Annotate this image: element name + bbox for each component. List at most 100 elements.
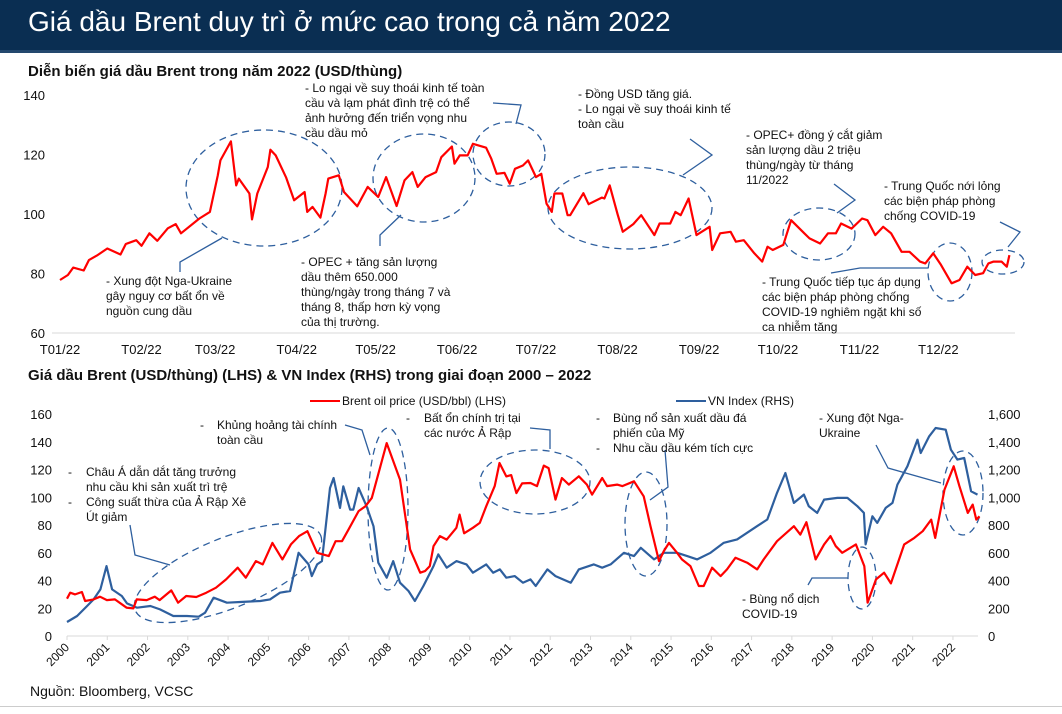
x-tick-label: T09/22 xyxy=(679,342,719,357)
highlight-ellipse xyxy=(133,522,323,624)
annotation-line: Khủng hoảng tài chính xyxy=(217,418,338,432)
vnindex-series-line xyxy=(66,426,979,623)
annotation-line: - Bùng nổ dịch xyxy=(742,592,820,606)
annotation-line: thùng/ngày trong tháng 7 và xyxy=(301,285,451,299)
x-tick-label: T06/22 xyxy=(437,342,477,357)
highlight-ellipse xyxy=(847,546,877,610)
y-right-tick-label: 1,000 xyxy=(988,490,1021,505)
annotation-line: các biện pháp phòng chống xyxy=(762,290,910,304)
x-tick-label: T03/22 xyxy=(195,342,235,357)
highlight-ellipse xyxy=(372,133,476,223)
leader-line xyxy=(807,577,848,586)
legend-label: Brent oil price (USD/bbl) (LHS) xyxy=(342,394,507,408)
y-tick-label: 120 xyxy=(23,148,45,163)
annotation-russia-ukraine: - Xung đột Nga-Ukraine gây nguy cơ bất ổ… xyxy=(106,274,232,319)
highlight-ellipse xyxy=(479,449,591,515)
divider xyxy=(0,706,1062,707)
leader-line xyxy=(833,183,857,214)
legend-item-brent: Brent oil price (USD/bbl) (LHS) xyxy=(310,394,506,408)
y-left-tick-label: 80 xyxy=(38,518,52,533)
annotation-line: ảnh hưởng đến triển vọng nhu xyxy=(305,111,468,125)
annotation-item: Bùng nổ sản xuất dầu đá phiến của Mỹ xyxy=(613,411,746,441)
x-tick-label: 2007 xyxy=(325,640,354,669)
annotation-usd-strength: - Đồng USD tăng giá. - Lo ngại về suy th… xyxy=(578,87,731,132)
leader-line xyxy=(682,138,714,176)
y-tick-label: 60 xyxy=(31,326,45,341)
y-left-tick-label: 160 xyxy=(30,407,52,422)
annotation-china-reopening: - Trung Quốc nới lỏng các biện pháp phòn… xyxy=(884,179,1001,224)
annotation-line: toàn cầu xyxy=(217,433,264,447)
annotation-line: COVID-19 xyxy=(742,607,798,621)
highlight-ellipse xyxy=(782,207,856,261)
y-left-tick-label: 20 xyxy=(38,601,52,616)
bullet-dash: - xyxy=(406,411,410,425)
annotation-item: Khủng hoảng tài chính toàn cầu xyxy=(217,418,337,448)
annotation-line: COVID-19 nghiêm ngặt khi số xyxy=(762,305,922,319)
leader-line xyxy=(379,214,402,246)
x-tick-label: 2009 xyxy=(406,640,435,669)
chart2-title: Giá dầu Brent (USD/thùng) (LHS) & VN Ind… xyxy=(28,367,592,384)
x-tick-label: 2013 xyxy=(567,640,596,669)
brent-series-line xyxy=(66,442,981,610)
y-left-tick-label: 100 xyxy=(30,490,52,505)
chart1-title: Diễn biến giá dầu Brent trong năm 2022 (… xyxy=(28,63,403,80)
highlight-ellipse xyxy=(981,249,1025,275)
annotation-line: - OPEC + tăng sản lượng xyxy=(301,255,438,269)
y-right-tick-label: 600 xyxy=(988,546,1010,561)
annotation-russia-ukraine-2: - Xung đột Nga- Ukraine xyxy=(819,411,904,441)
leader-line xyxy=(344,424,371,456)
annotation-line: - Đồng USD tăng giá. xyxy=(578,87,693,101)
x-tick-label: T01/22 xyxy=(40,342,80,357)
x-tick-label: 2011 xyxy=(487,640,515,668)
source-note: Nguồn: Bloomberg, VCSC xyxy=(30,683,194,699)
page-title: Giá dầu Brent duy trì ở mức cao trong cả… xyxy=(28,6,671,37)
annotation-item: Công suất thừa của Ả Rập Xê Út giảm xyxy=(86,495,246,525)
leader-line xyxy=(830,267,928,274)
annotation-line: các biện pháp phòng xyxy=(884,194,996,208)
x-tick-label: 2012 xyxy=(527,640,556,669)
annotation-line: - Trung Quốc nới lỏng xyxy=(884,179,1001,193)
annotation-line: Công suất thừa của Ả Rập Xê xyxy=(86,495,247,509)
leader-line xyxy=(129,524,171,566)
annotation-line: của thị trường. xyxy=(301,315,380,329)
y-left-tick-label: 60 xyxy=(38,546,52,561)
annotation-covid-outbreak: - Bùng nổ dịch COVID-19 xyxy=(742,592,819,622)
highlight-ellipse xyxy=(942,450,984,536)
bullet-dash: - xyxy=(200,418,204,432)
y-tick-label: 140 xyxy=(23,88,45,103)
annotation-line: - Lo ngại về suy thoái kinh tế xyxy=(578,102,731,116)
x-tick-label: 2022 xyxy=(929,640,958,669)
y-left-tick-label: 140 xyxy=(30,435,52,450)
x-tick-label: 2005 xyxy=(245,640,274,669)
highlight-ellipse xyxy=(367,427,409,591)
x-tick-label: 2008 xyxy=(365,640,394,669)
annotation-china-covid-measures: - Trung Quốc tiếp tục áp dụng các biện p… xyxy=(762,275,921,335)
annotation-line: nhu cầu khi sản xuất trì trệ xyxy=(86,480,228,494)
bullet-dash: - xyxy=(68,495,72,509)
x-tick-label: T04/22 xyxy=(276,342,316,357)
y-right-tick-label: 0 xyxy=(988,629,995,644)
x-tick-label: 2001 xyxy=(84,640,113,669)
y-right-tick-label: 400 xyxy=(988,574,1010,589)
x-tick-label: T05/22 xyxy=(355,342,395,357)
annotation-line: Nhu cầu dầu kém tích cực xyxy=(613,441,754,455)
x-tick-label: 2002 xyxy=(124,640,153,669)
y-left-tick-label: 40 xyxy=(38,574,52,589)
x-tick-label: 2006 xyxy=(285,640,314,669)
y-right-tick-label: 1,200 xyxy=(988,463,1021,478)
annotation-line: tháng 8, thấp hơn kỳ vọng xyxy=(301,300,441,314)
annotation-line: các nước Ả Rập xyxy=(424,426,512,440)
x-tick-label: T02/22 xyxy=(121,342,161,357)
bullet-dash: - xyxy=(596,411,600,425)
highlight-ellipse xyxy=(624,471,668,577)
x-tick-label: 2014 xyxy=(607,640,636,669)
annotation-line: - OPEC+ đồng ý cắt giảm xyxy=(746,128,883,142)
bullet-dash: - xyxy=(596,441,600,455)
annotation-line: toàn cầu xyxy=(578,117,625,131)
header-bar: Giá dầu Brent duy trì ở mức cao trong cả… xyxy=(0,0,1062,53)
x-tick-label: 2003 xyxy=(164,640,193,669)
annotation-line: thùng/ngày từ tháng xyxy=(746,158,854,172)
annotation-line: - Xung đột Nga- xyxy=(819,411,904,425)
y-tick-label: 80 xyxy=(31,267,45,282)
